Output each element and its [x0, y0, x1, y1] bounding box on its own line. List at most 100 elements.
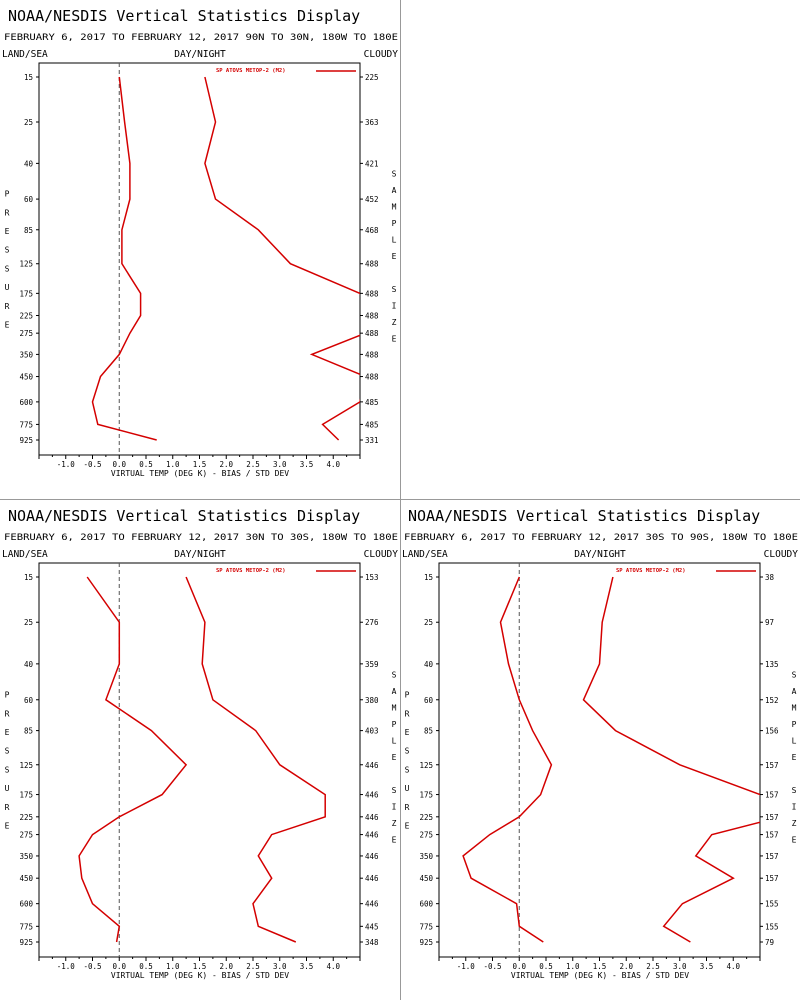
sample-size-label: 359: [365, 660, 379, 669]
y2-axis-label-letter: M: [792, 704, 797, 713]
sample-size-label: 488: [365, 373, 379, 382]
x-tick-label: 0.5: [139, 460, 153, 469]
pressure-level-label: 125: [19, 260, 33, 269]
y-axis-label-letter: R: [5, 803, 10, 812]
y2-axis-label-letter: S: [392, 170, 397, 179]
sample-size-label: 157: [765, 761, 779, 770]
y2-axis-label-letter: I: [792, 803, 797, 812]
sample-size-label: 38: [765, 573, 775, 582]
y-axis-label-letter: S: [5, 246, 10, 255]
sample-size-label: 380: [365, 696, 379, 705]
pressure-level-label: 125: [419, 761, 433, 770]
sample-size-label: 446: [365, 874, 379, 883]
sample-size-label: 421: [365, 159, 379, 168]
legend-label: SP ATOVS METOP-2 (M2): [616, 568, 686, 574]
x-tick-label: 3.0: [273, 962, 287, 971]
chart-panel-30n-30s: NOAA/NESDIS Vertical Statistics Display F…: [0, 500, 400, 1000]
bias-series-line: [78, 576, 188, 943]
pressure-level-label: 350: [419, 852, 433, 861]
day-night-label: DAY/NIGHT: [574, 549, 626, 560]
y-axis-label-letter: E: [5, 227, 10, 236]
pressure-level-label: 225: [19, 813, 33, 822]
y2-axis-label-letter: L: [792, 737, 797, 746]
x-tick-label: 1.5: [193, 962, 207, 971]
x-tick-label: 2.5: [246, 460, 260, 469]
pressure-level-label: 60: [24, 696, 34, 705]
sample-size-label: 488: [365, 350, 379, 359]
land-sea-label: LAND/SEA: [2, 49, 48, 60]
day-night-label: DAY/NIGHT: [174, 549, 226, 560]
pressure-level-label: 125: [19, 761, 33, 770]
sample-size-label: 153: [365, 573, 379, 582]
pressure-level-label: 15: [24, 573, 33, 582]
sample-size-label: 446: [365, 852, 379, 861]
x-tick-label: 0.0: [112, 460, 126, 469]
x-tick-label: 0.0: [512, 962, 526, 971]
pressure-level-label: 225: [19, 311, 33, 320]
x-tick-label: -1.0: [57, 460, 76, 469]
y2-axis-label-letter: E: [792, 836, 797, 845]
pressure-level-label: 600: [19, 398, 33, 407]
cloudy-label: CLOUDY: [364, 549, 399, 560]
pressure-level-label: 60: [424, 696, 434, 705]
sample-size-label: 468: [365, 226, 379, 235]
y2-axis-label-letter: E: [392, 252, 397, 261]
pressure-level-label: 275: [19, 329, 33, 338]
y-axis-label-letter: R: [5, 302, 10, 311]
pressure-level-label: 15: [24, 73, 33, 82]
chart-title: NOAA/NESDIS Vertical Statistics Display: [408, 507, 760, 525]
y2-axis-label-letter: E: [392, 753, 397, 762]
land-sea-label: LAND/SEA: [402, 549, 448, 560]
sample-size-label: 403: [365, 727, 379, 736]
chart-subtitle: FEBRUARY 6, 2017 TO FEBRUARY 12, 2017 30…: [4, 532, 398, 543]
y-axis-label-letter: E: [5, 728, 10, 737]
sample-size-label: 488: [365, 311, 379, 320]
y2-axis-label-letter: A: [392, 687, 397, 696]
std-dev-series-line: [185, 576, 326, 943]
y-axis-label-letter: R: [405, 803, 410, 812]
pressure-level-label: 925: [419, 938, 433, 947]
x-axis-label: VIRTUAL TEMP (DEG K) - BIAS / STD DEV: [111, 971, 289, 980]
y-axis-label-letter: R: [405, 709, 410, 718]
legend-label: SP ATOVS METOP-2 (M2): [216, 68, 286, 74]
pressure-level-label: 40: [24, 660, 34, 669]
cloudy-label: CLOUDY: [364, 49, 399, 60]
sample-size-label: 155: [765, 900, 779, 909]
y-axis-label-letter: S: [5, 765, 10, 774]
y2-axis-label-letter: I: [392, 803, 397, 812]
y-axis-label-letter: U: [5, 784, 10, 793]
y2-axis-label-letter: P: [392, 219, 397, 228]
x-tick-label: 2.5: [646, 962, 660, 971]
sample-size-label: 488: [365, 260, 379, 269]
chart-subtitle: FEBRUARY 6, 2017 TO FEBRUARY 12, 2017 90…: [4, 32, 398, 43]
chart-svg: NOAA/NESDIS Vertical Statistics Display F…: [2, 507, 399, 980]
sample-size-label: 97: [765, 618, 774, 627]
x-tick-label: 3.0: [273, 460, 287, 469]
pressure-level-label: 775: [419, 922, 433, 931]
x-tick-label: 2.0: [219, 460, 233, 469]
chart-title: NOAA/NESDIS Vertical Statistics Display: [8, 7, 360, 25]
pressure-level-label: 225: [419, 813, 433, 822]
y-axis-label-letter: E: [5, 320, 10, 329]
x-tick-label: 4.0: [726, 962, 740, 971]
sample-size-label: 363: [365, 118, 379, 127]
pressure-level-label: 15: [424, 573, 433, 582]
pressure-level-label: 275: [19, 831, 33, 840]
sample-size-label: 488: [365, 329, 379, 338]
x-tick-label: -0.5: [83, 962, 101, 971]
x-tick-label: 0.5: [539, 962, 553, 971]
pressure-level-label: 175: [19, 289, 33, 298]
y2-axis-label-letter: Z: [792, 819, 797, 828]
y2-axis-label-letter: I: [392, 302, 397, 311]
pressure-level-label: 85: [24, 226, 33, 235]
pressure-level-label: 775: [19, 922, 33, 931]
y2-axis-label-letter: M: [392, 203, 397, 212]
x-tick-label: 0.5: [139, 962, 153, 971]
x-tick-label: 0.0: [112, 962, 126, 971]
pressure-level-label: 175: [19, 791, 33, 800]
pressure-level-label: 350: [19, 350, 33, 359]
plot-frame: [438, 562, 761, 958]
sample-size-label: 135: [765, 660, 779, 669]
pressure-level-label: 40: [424, 660, 434, 669]
chart-panel-30s-90s: NOAA/NESDIS Vertical Statistics Display F…: [400, 500, 800, 1000]
